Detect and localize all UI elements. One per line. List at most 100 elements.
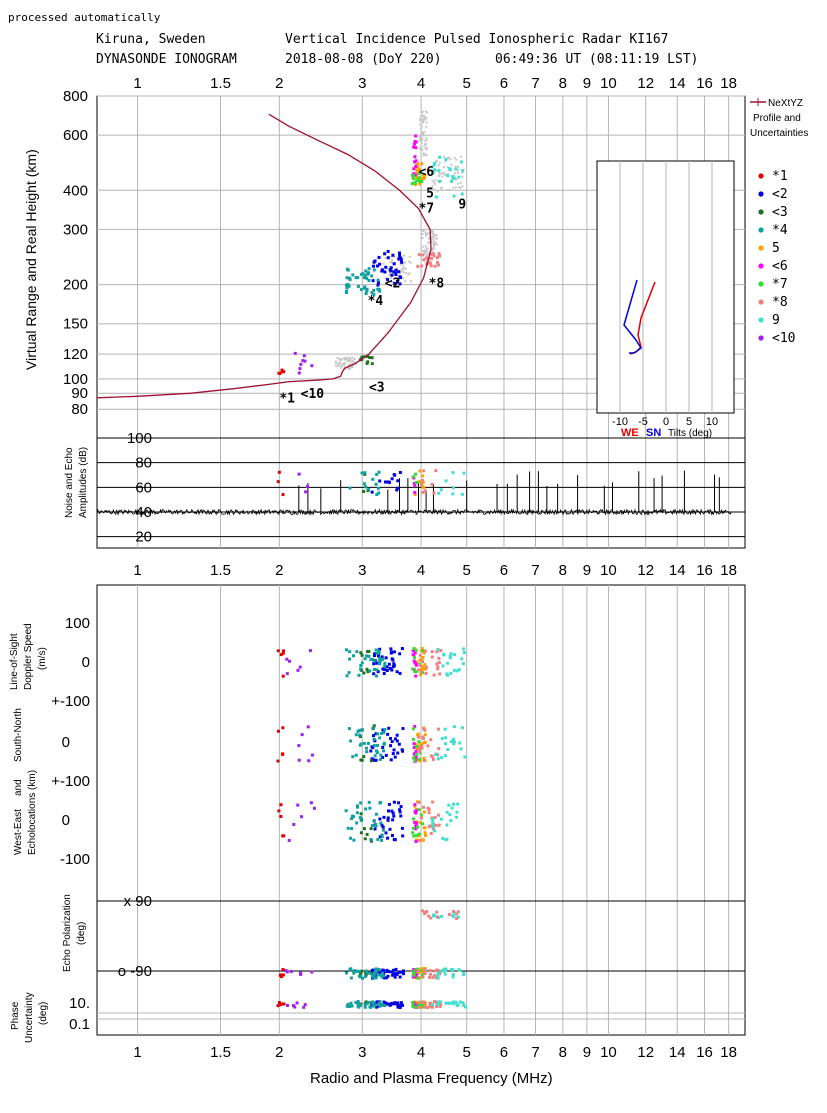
doppler-point: [398, 652, 402, 656]
x-polarization-point: [435, 915, 439, 919]
we-location-point: [372, 819, 376, 823]
doppler-point: [412, 659, 416, 663]
raw-echo-point: [402, 263, 405, 266]
amplitude-echo-point: [439, 488, 443, 492]
echo-point-5: [417, 167, 421, 171]
raw-echo-point: [428, 237, 431, 240]
we-location-point: [413, 820, 417, 824]
raw-echo-point: [433, 188, 436, 191]
echo-point-7: [417, 172, 421, 176]
raw-echo-point: [435, 234, 438, 237]
raw-echo-point: [418, 139, 421, 142]
echo-point-8: [421, 253, 425, 257]
mode-label: *4: [368, 294, 384, 309]
x-tick-label-bottom: 18: [720, 1044, 737, 1061]
raw-echo-point: [353, 360, 356, 363]
phase-uncertainty-point: [428, 1001, 432, 1005]
sn-location-point: [443, 727, 447, 731]
o-polarization-point: [364, 973, 368, 977]
sn-location-point: [411, 727, 415, 731]
we-location-point: [417, 832, 421, 836]
echo-point-2: [391, 253, 395, 257]
we-location-point: [398, 808, 402, 812]
echo-point-5: [422, 176, 426, 180]
raw-echo-point: [424, 143, 427, 146]
amplitude-echo-point: [460, 492, 464, 496]
doppler-point: [413, 661, 417, 665]
echo-point-2: [371, 279, 375, 283]
doppler-point: [457, 668, 461, 672]
x-tick-label-bottom: 3: [358, 1044, 366, 1061]
we-location-point: [456, 802, 460, 806]
doppler-point: [448, 654, 452, 658]
phase-uncertainty-point: [455, 1003, 459, 1007]
raw-echo-point: [408, 272, 411, 275]
sn-location-point: [390, 740, 394, 744]
echo-point-2: [399, 258, 403, 262]
echo-point-3: [370, 362, 374, 366]
tilt-sn-label: SN: [646, 427, 661, 439]
o-polarization-point: [377, 973, 381, 977]
echo-point-6: [413, 142, 417, 146]
raw-echo-point: [419, 146, 422, 149]
we-location-point: [399, 805, 403, 809]
sn-location-point: [311, 753, 315, 757]
o-polarization-point: [345, 971, 349, 975]
raw-echo-point: [396, 267, 399, 270]
raw-echo-point: [340, 364, 343, 367]
phase-uncertainty-point: [437, 1002, 441, 1006]
doppler-point: [412, 653, 416, 657]
o-polarization-point: [352, 971, 356, 975]
phase-uncertainty-point: [363, 1005, 367, 1009]
station-name: Kiruna, Sweden: [96, 32, 206, 47]
raw-echo-point: [389, 277, 392, 280]
raw-echo-point: [348, 363, 351, 366]
o-polarization-point: [355, 969, 359, 973]
we-location-point: [433, 829, 437, 833]
raw-echo-point: [420, 139, 423, 142]
raw-echo-point: [424, 250, 427, 253]
echo-point-9: [437, 168, 441, 172]
echo-point-9: [451, 175, 455, 179]
doppler-point: [411, 667, 415, 671]
echo-point-9: [454, 167, 458, 171]
amplitude-echo-point: [451, 471, 455, 475]
raw-echo-point: [423, 251, 426, 254]
amplitude-echo-point: [421, 480, 425, 484]
raw-echo-point: [425, 232, 428, 235]
sn-location-point: [440, 756, 444, 760]
we-location-point: [433, 816, 437, 820]
doppler-point: [359, 667, 363, 671]
mode-label: <3: [369, 381, 385, 396]
o-polarization-point: [421, 975, 425, 979]
echo-point-8: [417, 253, 421, 257]
raw-echo-point: [401, 268, 404, 271]
sn-location-point: [458, 741, 462, 745]
sn-location-point: [359, 742, 363, 746]
raw-echo-point: [431, 179, 434, 182]
raw-echo-point: [422, 229, 425, 232]
raw-echo-point: [351, 364, 354, 367]
legend-dot: [758, 209, 764, 215]
sn-location-point: [387, 726, 391, 730]
we-location-point: [279, 814, 283, 818]
doppler-point: [374, 648, 378, 652]
sn-location-point: [452, 742, 456, 746]
we-location-point: [431, 827, 435, 831]
raw-echo-point: [344, 358, 347, 361]
raw-echo-point: [401, 256, 404, 259]
raw-echo-point: [402, 262, 405, 265]
raw-echo-point: [421, 237, 424, 240]
echo-point-4: [356, 276, 360, 280]
sn-location-point: [411, 737, 415, 741]
raw-echo-point: [459, 181, 462, 184]
we-location-point: [447, 803, 451, 807]
sn-location-point: [459, 747, 463, 751]
phase-uncertainty-point: [278, 1003, 282, 1007]
echo-point-2: [376, 281, 380, 285]
we-location-point: [445, 810, 449, 814]
x-polarization-point: [439, 914, 443, 918]
echo-point-9: [444, 157, 448, 161]
echo-point-4: [366, 272, 370, 276]
echo-point-4: [362, 276, 366, 280]
